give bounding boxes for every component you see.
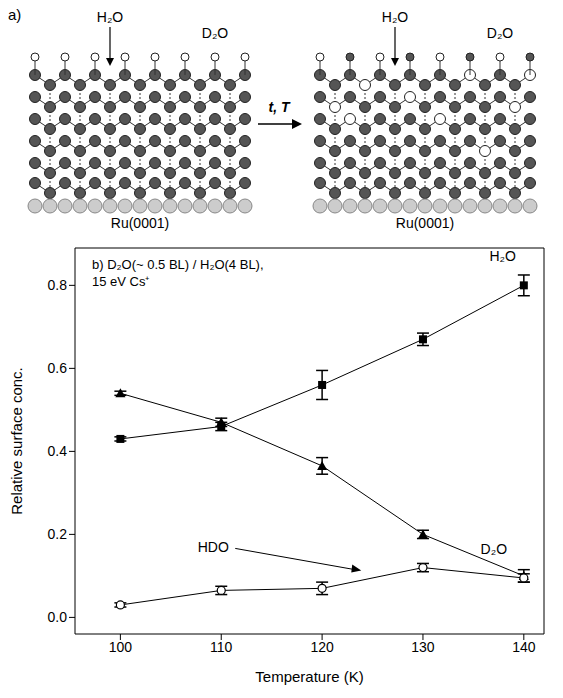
svg-text:0.4: 0.4 xyxy=(48,443,68,459)
svg-text:130: 130 xyxy=(411,639,435,655)
svg-text:140: 140 xyxy=(512,639,536,655)
svg-text:D₂O: D₂O xyxy=(202,25,229,41)
svg-text:Relative surface conc.: Relative surface conc. xyxy=(8,367,25,515)
svg-text:Temperature (K): Temperature (K) xyxy=(255,668,363,685)
svg-text:D₂O: D₂O xyxy=(481,541,508,557)
svg-text:0.2: 0.2 xyxy=(48,526,68,542)
svg-text:110: 110 xyxy=(210,639,233,655)
svg-text:Ru(0001): Ru(0001) xyxy=(396,215,454,231)
svg-text:H₂O: H₂O xyxy=(489,248,516,264)
svg-text:H₂O: H₂O xyxy=(382,9,409,25)
svg-text:0.6: 0.6 xyxy=(48,360,68,376)
svg-text:0.8: 0.8 xyxy=(48,277,68,293)
html-text:b) D₂O(~ 0.5 BL) / H₂O(4 BL),: b) D₂O(~ 0.5 BL) / H₂O(4 BL), xyxy=(92,257,264,272)
svg-text:HDO: HDO xyxy=(198,539,229,555)
svg-text:t, T: t, T xyxy=(269,99,291,115)
svg-text:H₂O: H₂O xyxy=(97,9,124,25)
svg-text:0.0: 0.0 xyxy=(48,609,68,625)
svg-text:100: 100 xyxy=(109,639,133,655)
svg-text:a): a) xyxy=(8,6,21,23)
svg-text:120: 120 xyxy=(310,639,334,655)
svg-text:D₂O: D₂O xyxy=(487,25,514,41)
html-text:15 eV Cs⁺: 15 eV Cs⁺ xyxy=(92,274,150,289)
svg-text:Ru(0001): Ru(0001) xyxy=(111,215,169,231)
